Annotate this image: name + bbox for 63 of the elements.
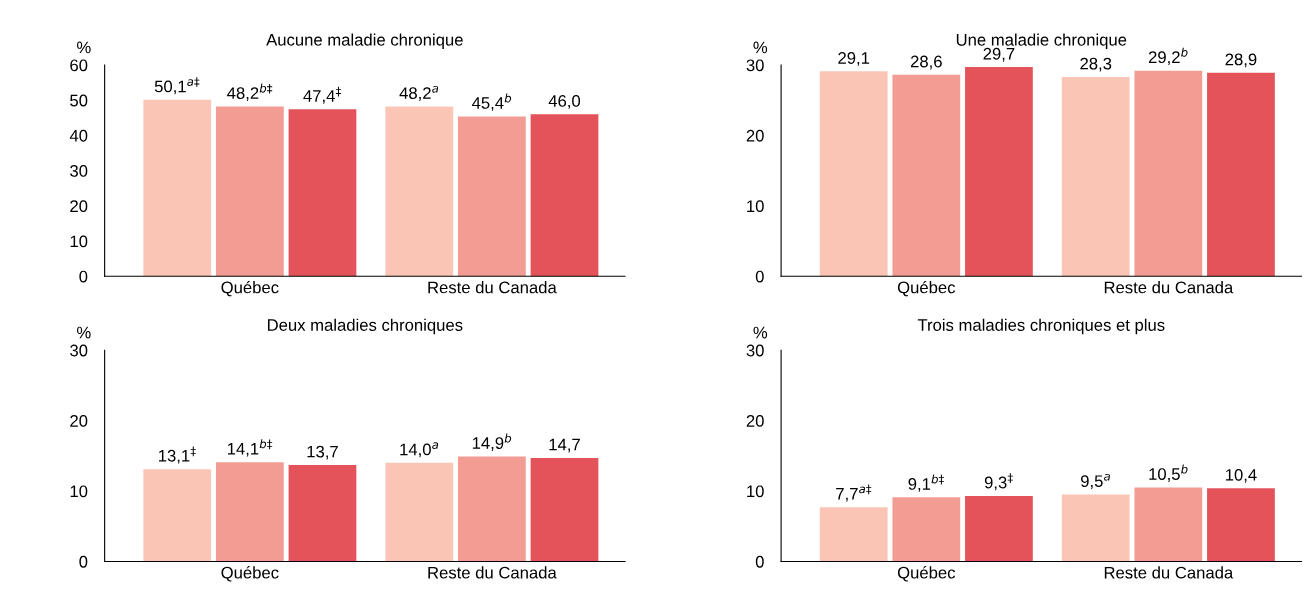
data-label: 14,7	[549, 438, 580, 453]
data-label: 48,2$^{b‡}$	[227, 83, 273, 101]
y-axis-title: %	[77, 41, 91, 54]
y-tick-label: 30	[746, 59, 764, 72]
y-tick-label: 20	[746, 415, 764, 427]
data-label: 13,1$^{‡}$	[159, 446, 196, 464]
x-tick-label: Reste du Canada	[428, 281, 557, 294]
data-label: 29,1	[838, 52, 870, 66]
bar	[965, 495, 1033, 562]
y-tick-label: 10	[747, 200, 764, 213]
bar	[819, 507, 888, 562]
x-tick-label: Québec	[897, 280, 956, 297]
bar	[1061, 494, 1130, 562]
y-tick-label: 40	[69, 129, 88, 142]
y-tick-label: 10	[70, 485, 88, 498]
chart-title: Trois maladies chroniques et plus	[917, 318, 1165, 335]
y-tick-label: 50	[70, 94, 88, 107]
x-tick-label: Reste du Canada	[1104, 566, 1234, 579]
y-tick-label: 10	[747, 485, 764, 498]
y-tick-label: 20	[70, 415, 88, 427]
x-tick-label: Québec	[221, 280, 279, 297]
bar	[892, 497, 961, 562]
data-label: 9,3$^{‡}$	[984, 473, 1013, 491]
x-tick-label: Reste du Canada	[428, 566, 557, 579]
y-tick-label: 0	[755, 555, 764, 568]
y-tick-label: 0	[755, 270, 764, 283]
data-label: 14,1$^{b‡}$	[227, 439, 273, 457]
data-label: 28,3	[1080, 57, 1112, 72]
y-tick-label: 20	[746, 129, 764, 142]
x-tick-label: Reste du Canada	[1104, 281, 1234, 294]
bar	[1207, 488, 1275, 562]
data-label: 48,2$^{a}$	[399, 85, 439, 101]
y-tick-label: 0	[79, 555, 88, 568]
y-axis-title: %	[753, 41, 768, 54]
data-label: 9,5$^{a}$	[1081, 473, 1110, 489]
y-axis-title: %	[77, 326, 91, 339]
y-tick-label: 60	[70, 59, 88, 72]
y-tick-label: 10	[70, 235, 88, 248]
data-label: 29,2$^{b}$	[1148, 47, 1188, 66]
data-label: 46,0	[548, 95, 581, 109]
data-label: 14,0$^{a}$	[400, 442, 439, 458]
bar	[1134, 487, 1203, 562]
data-label: 9,1$^{b‡}$	[908, 474, 944, 492]
y-tick-label: 30	[746, 344, 764, 357]
data-label: 7,7$^{a‡}$	[836, 484, 872, 502]
y-axis-title: %	[753, 326, 768, 339]
data-label: 28,6	[910, 55, 942, 70]
data-label: 50,1$^{a‡}$	[154, 77, 200, 95]
y-tick-label: 0	[79, 270, 88, 283]
data-label: 10,4	[1226, 468, 1257, 483]
chart-title: Deux maladies chroniques	[267, 318, 463, 335]
data-label: 45,4$^{b}$	[472, 93, 512, 111]
data-label: 14,9$^{b}$	[472, 433, 512, 451]
data-label: 28,9	[1225, 53, 1257, 68]
y-tick-label: 20	[70, 200, 88, 213]
y-tick-label: 30	[70, 165, 88, 177]
data-label: 47,4$^{‡}$	[303, 86, 342, 104]
chart-title: Aucune maladie chronique	[266, 33, 463, 50]
y-tick-label: 30	[70, 344, 88, 357]
x-tick-label: Québec	[897, 566, 956, 582]
data-label: 10,5$^{b}$	[1149, 464, 1188, 482]
x-tick-label: Québec	[221, 566, 279, 582]
data-label: 13,7	[307, 445, 338, 460]
